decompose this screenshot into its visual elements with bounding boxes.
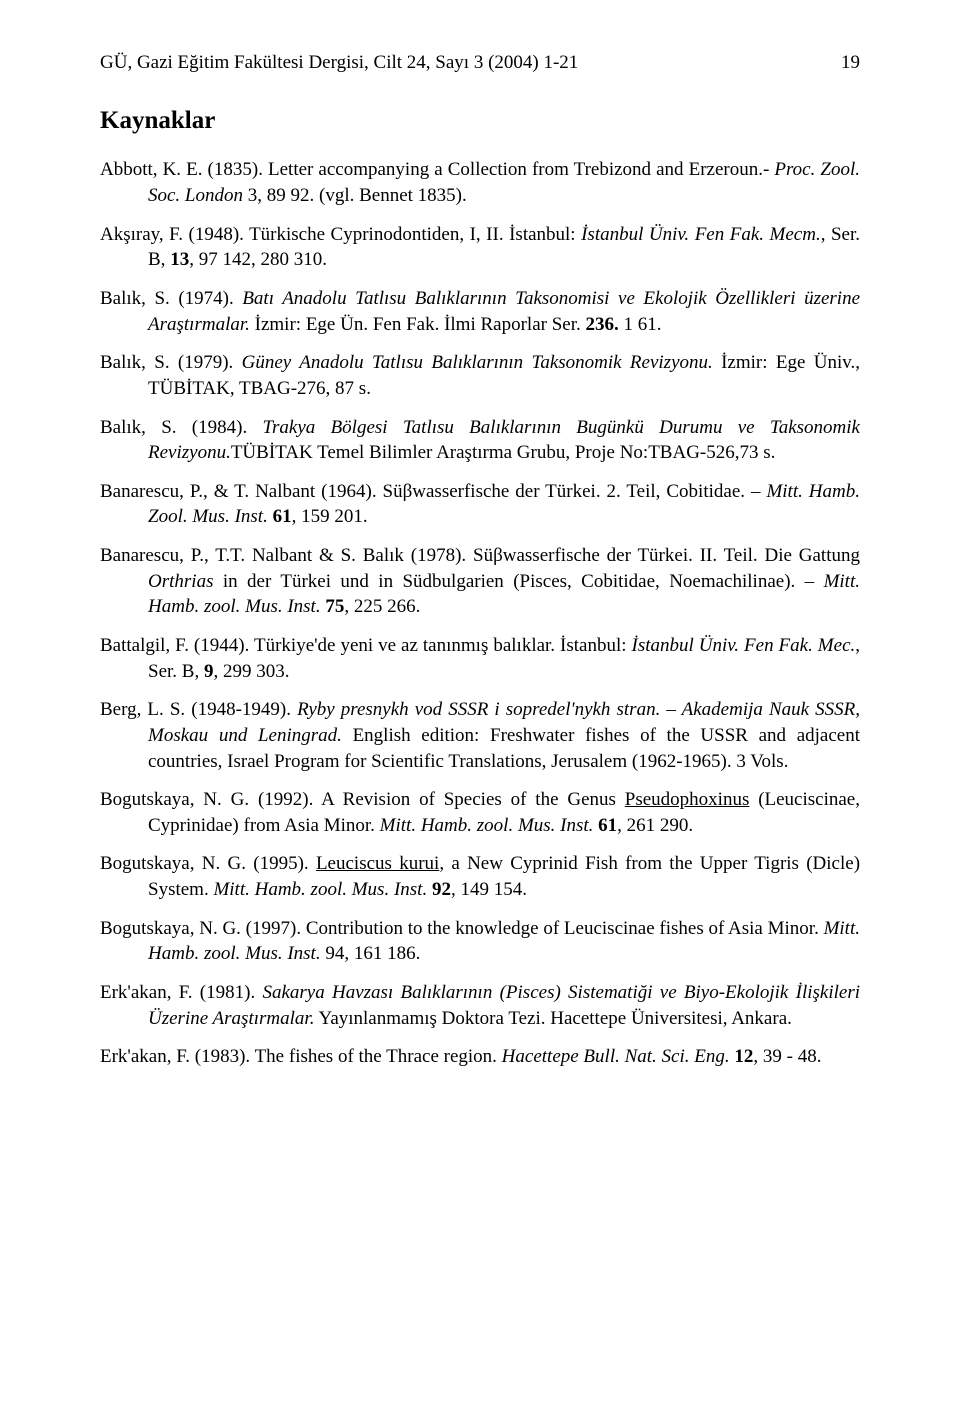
ref-text: Akşıray, F. (1948). Türkische Cyprinodon… xyxy=(100,224,581,245)
ref-text: , 225 266. xyxy=(344,596,420,617)
section-heading: Kaynaklar xyxy=(100,104,860,138)
ref-text: , 149 154. xyxy=(451,879,527,900)
ref-volume: 61 xyxy=(598,815,617,836)
ref-title: Güney Anadolu Tatlısu Balıklarının Takso… xyxy=(242,352,713,373)
ref-text: Erk'akan, F. (1981). xyxy=(100,982,262,1003)
reference-item: Banarescu, P., & T. Nalbant (1964). Süβw… xyxy=(100,479,860,530)
ref-text: İzmir: Ege Ün. Fen Fak. İlmi Raporlar Se… xyxy=(250,314,586,335)
ref-text: , 39 - 48. xyxy=(753,1046,821,1067)
ref-text: , 97 142, 280 310. xyxy=(189,249,327,270)
ref-text: Balık, S. (1974). xyxy=(100,288,242,309)
ref-text: in der Türkei und in Südbulgarien (Pisce… xyxy=(213,571,823,592)
ref-volume: 61 xyxy=(273,506,292,527)
ref-text: 94, 161 186. xyxy=(321,943,421,964)
ref-text: Berg, L. S. (1948-1949). xyxy=(100,699,297,720)
ref-text: , 159 201. xyxy=(292,506,368,527)
ref-journal: İstanbul Üniv. Fen Fak. Mec. xyxy=(632,635,856,656)
reference-item: Bogutskaya, N. G. (1997). Contribution t… xyxy=(100,916,860,967)
ref-text: Erk'akan, F. (1983). The fishes of the T… xyxy=(100,1046,502,1067)
ref-journal: Hacettepe Bull. Nat. Sci. Eng. xyxy=(502,1046,735,1067)
ref-taxon: Leuciscus kurui xyxy=(316,853,439,874)
ref-volume: 236. xyxy=(586,314,619,335)
ref-text: , 261 290. xyxy=(617,815,693,836)
ref-text: Abbott, K. E. (1835). Letter accompanyin… xyxy=(100,159,774,180)
ref-text: , 299 303. xyxy=(213,661,289,682)
reference-item: Bogutskaya, N. G. (1995). Leuciscus kuru… xyxy=(100,851,860,902)
reference-item: Balık, S. (1974). Batı Anadolu Tatlısu B… xyxy=(100,286,860,337)
reference-item: Balık, S. (1979). Güney Anadolu Tatlısu … xyxy=(100,350,860,401)
ref-genus: Orthrias xyxy=(148,571,213,592)
ref-text: Bogutskaya, N. G. (1995). xyxy=(100,853,316,874)
ref-volume: 92 xyxy=(432,879,451,900)
ref-volume: 13 xyxy=(170,249,189,270)
ref-text: Bogutskaya, N. G. (1997). Contribution t… xyxy=(100,918,824,939)
ref-volume: 12 xyxy=(734,1046,753,1067)
reference-item: Erk'akan, F. (1981). Sakarya Havzası Bal… xyxy=(100,980,860,1031)
reference-item: Berg, L. S. (1948-1949). Ryby presnykh v… xyxy=(100,697,860,774)
journal-citation: GÜ, Gazi Eğitim Fakültesi Dergisi, Cilt … xyxy=(100,50,578,76)
ref-text: TÜBİTAK Temel Bilimler Araştırma Grubu, … xyxy=(231,442,776,463)
reference-item: Abbott, K. E. (1835). Letter accompanyin… xyxy=(100,157,860,208)
ref-journal: Mitt. Hamb. zool. Mus. Inst. xyxy=(213,879,432,900)
page-header: GÜ, Gazi Eğitim Fakültesi Dergisi, Cilt … xyxy=(100,50,860,76)
ref-text: Battalgil, F. (1944). Türkiye'de yeni ve… xyxy=(100,635,632,656)
reference-item: Akşıray, F. (1948). Türkische Cyprinodon… xyxy=(100,222,860,273)
ref-text: Balık, S. (1979). xyxy=(100,352,242,373)
ref-text: Bogutskaya, N. G. (1992). A Revision of … xyxy=(100,789,625,810)
ref-journal: Mitt. Hamb. zool. Mus. Inst. xyxy=(380,815,599,836)
ref-journal: İstanbul Üniv. Fen Fak. Mecm. xyxy=(581,224,821,245)
ref-text: Balık, S. (1984). xyxy=(100,417,263,438)
page-number: 19 xyxy=(841,50,860,76)
ref-text: Yayınlanmamış Doktora Tezi. Hacettepe Ün… xyxy=(314,1008,791,1029)
reference-item: Banarescu, P., T.T. Nalbant & S. Balık (… xyxy=(100,543,860,620)
ref-text: Banarescu, P., T.T. Nalbant & S. Balık (… xyxy=(100,545,860,566)
ref-volume: 75 xyxy=(325,596,344,617)
ref-text: 1 61. xyxy=(619,314,662,335)
reference-item: Erk'akan, F. (1983). The fishes of the T… xyxy=(100,1044,860,1070)
reference-item: Battalgil, F. (1944). Türkiye'de yeni ve… xyxy=(100,633,860,684)
ref-text: Banarescu, P., & T. Nalbant (1964). Süβw… xyxy=(100,481,766,502)
reference-item: Balık, S. (1984). Trakya Bölgesi Tatlısu… xyxy=(100,415,860,466)
reference-item: Bogutskaya, N. G. (1992). A Revision of … xyxy=(100,787,860,838)
ref-taxon: Pseudophoxinus xyxy=(625,789,750,810)
ref-text: 3, 89 92. (vgl. Bennet 1835). xyxy=(243,185,467,206)
